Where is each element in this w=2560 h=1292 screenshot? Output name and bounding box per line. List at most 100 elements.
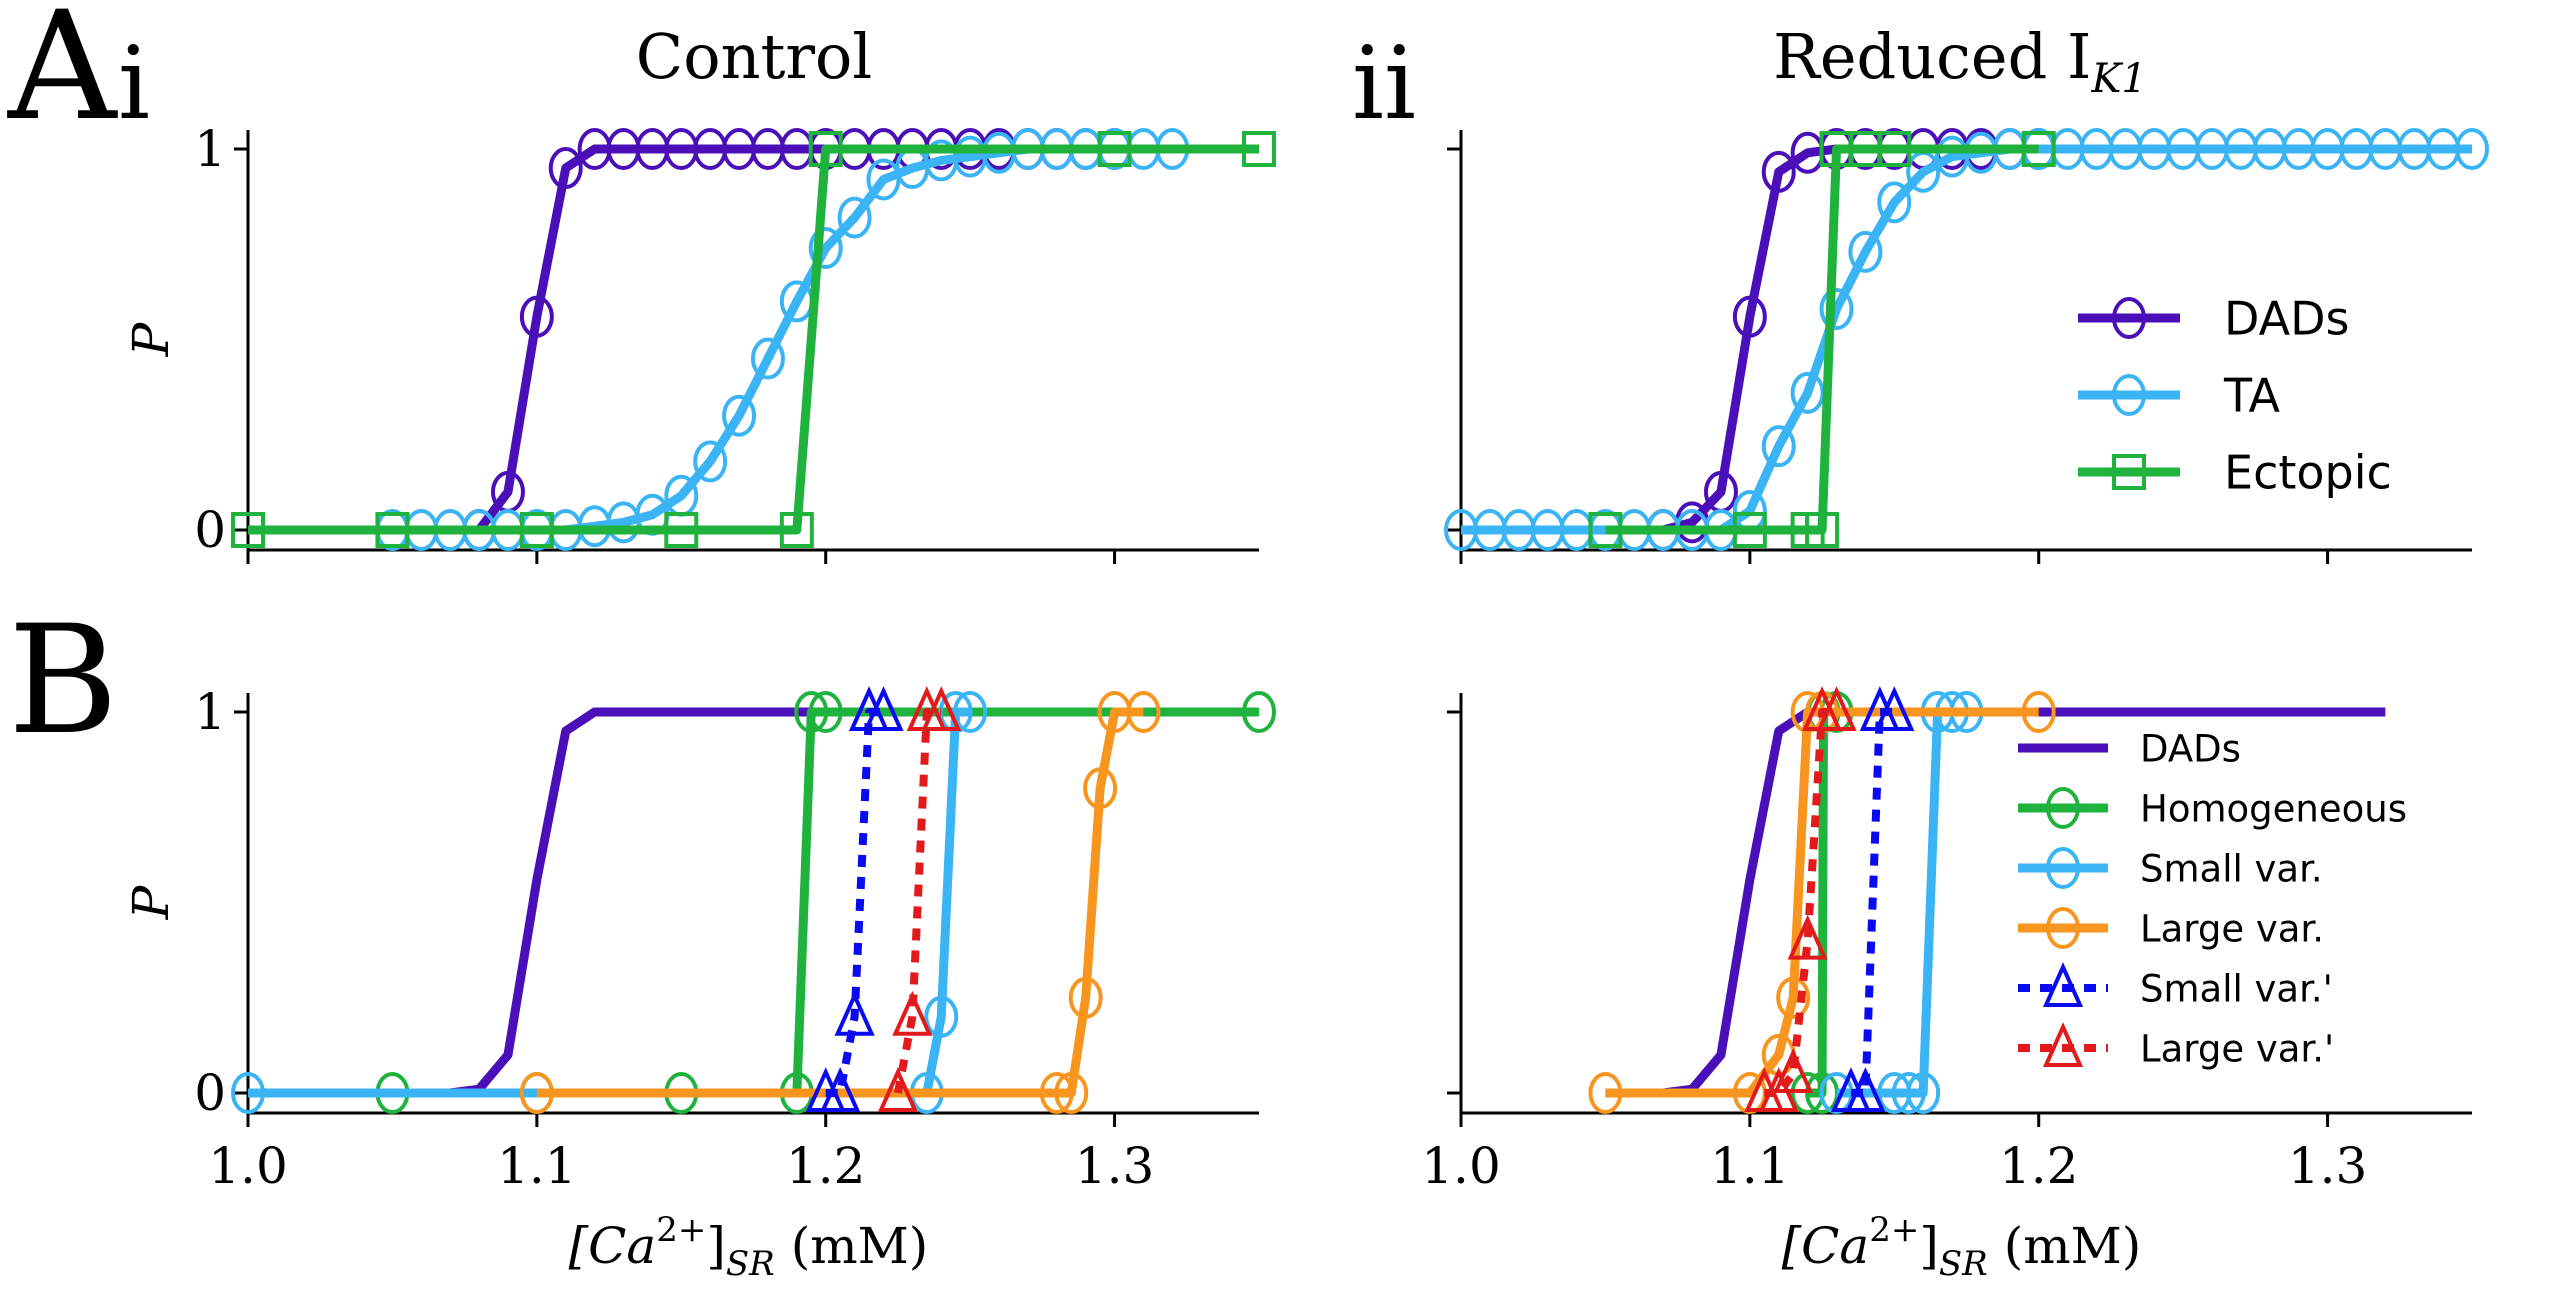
legend-marker-icon	[2046, 787, 2080, 829]
y-tick-label: 0	[194, 501, 226, 559]
data-point	[231, 512, 265, 548]
data-point	[1054, 1072, 1089, 1114]
panel-aii	[1444, 128, 2489, 564]
series-large-varprime	[877, 686, 962, 1112]
title-reduced-text: Reduced I	[1773, 20, 2091, 93]
data-point	[722, 394, 757, 437]
data-point	[837, 196, 872, 239]
x-tick-label: 1.2	[786, 1137, 866, 1195]
legend-label: Small var.'	[2140, 967, 2333, 1010]
legend-marker-icon	[2042, 1022, 2084, 1067]
series-line	[1764, 708, 1837, 1097]
data-point	[1790, 371, 1825, 414]
series-large-varprime	[1744, 686, 1857, 1112]
y-tick-label: 1	[194, 120, 226, 178]
legend-entry: Small var.'	[2018, 962, 2333, 1010]
data-point	[1848, 230, 1883, 273]
x-label-ca: [Ca	[1782, 1217, 1870, 1275]
data-point	[750, 337, 785, 380]
data-point	[1816, 686, 1857, 731]
panel-bii: 1.0 1.1 1.2 1.3 [Ca2+]SR (mM)	[1421, 686, 2472, 1284]
data-point	[1891, 1072, 1926, 1114]
data-point	[693, 440, 728, 483]
series-line	[1836, 707, 1967, 1098]
legend-marker-icon	[2046, 847, 2080, 889]
data-point	[664, 512, 699, 548]
data-point	[375, 512, 410, 548]
data-point	[808, 131, 843, 167]
x-label-sub: SR	[1939, 1244, 1988, 1284]
legend-entry: DADs	[2018, 727, 2241, 770]
legend-label: DADs	[2140, 727, 2241, 770]
data-point	[834, 990, 875, 1036]
x-tick-label: 1.1	[1710, 1137, 1790, 1195]
series-line	[1850, 708, 1895, 1097]
data-point	[1776, 976, 1811, 1019]
x-label-unit: (mM)	[1988, 1217, 2142, 1275]
x-label-bracket: ]	[1919, 1217, 1939, 1275]
title-control: Control	[636, 20, 872, 93]
x-label-ca: [Ca	[569, 1217, 657, 1275]
data-point	[808, 691, 843, 733]
x-tick-label: 1.3	[1075, 1137, 1155, 1195]
panel-label-a: A	[7, 0, 118, 154]
series-small-var	[1819, 691, 1984, 1114]
series-large-var	[519, 691, 1161, 1114]
data-point	[1773, 1048, 1814, 1093]
panel-label-a-i: i	[118, 25, 150, 142]
data-point	[519, 295, 554, 338]
legend-label: Large var.'	[2140, 1027, 2334, 1070]
data-point	[2455, 128, 2489, 170]
y-axis-label: P	[122, 884, 180, 920]
series-ta	[375, 128, 1190, 551]
data-point	[877, 1067, 919, 1112]
data-point	[1242, 131, 1276, 167]
x-label-unit: (mM)	[775, 1217, 929, 1275]
series-line	[825, 708, 884, 1097]
x-tick-label: 1.2	[1999, 1137, 2079, 1195]
data-point	[1732, 295, 1767, 338]
series-small-varprime	[805, 686, 904, 1112]
title-reduced-sub: K1	[2090, 56, 2146, 102]
legend-entry: DADs	[2078, 292, 2349, 346]
series-small-varprime	[1830, 686, 1915, 1112]
data-point	[921, 686, 962, 731]
data-point	[1805, 512, 1840, 548]
series-dads	[248, 707, 826, 1098]
x-label-sup: 2+	[656, 1210, 706, 1250]
series-line	[893, 708, 942, 1094]
data-point	[1877, 131, 1912, 167]
series-small-var	[231, 691, 988, 1114]
data-point	[1068, 976, 1103, 1019]
legend-entry: TA	[2078, 369, 2281, 423]
legend-entry: Large var.	[2018, 907, 2324, 950]
data-point	[892, 990, 933, 1036]
data-point	[808, 227, 843, 270]
legend-marker-icon	[2042, 962, 2084, 1007]
panel-label-b: B	[8, 594, 118, 768]
data-point	[820, 1067, 861, 1112]
series-line	[1807, 707, 1837, 1098]
legend-label: Large var.	[2140, 907, 2324, 950]
x-tick-label: 1.0	[1421, 1137, 1501, 1195]
data-point	[1845, 1067, 1886, 1112]
data-point	[2021, 691, 2056, 733]
series-line	[1605, 144, 2039, 535]
x-tick-label: 1.1	[497, 1137, 577, 1195]
series-line	[248, 144, 1259, 535]
title-reduced-ik1: Reduced IK1	[1773, 20, 2147, 102]
data-point	[231, 1072, 265, 1114]
legend-entry: Homogeneous	[2018, 787, 2407, 830]
y-axis-label: P	[122, 321, 180, 357]
legend-marker-icon	[2112, 374, 2146, 416]
data-point	[953, 691, 988, 733]
data-point	[1874, 686, 1915, 731]
series-line	[536, 707, 1144, 1098]
panel-bi: 1.0 1.1 1.2 1.3 0 1 P [Ca2+]SR (mM)	[122, 683, 1276, 1284]
data-point	[1877, 181, 1912, 224]
data-point	[1039, 1072, 1074, 1114]
data-point	[779, 512, 814, 548]
x-axis-label: [Ca2+]SR (mM)	[569, 1210, 929, 1284]
data-point	[519, 512, 554, 548]
